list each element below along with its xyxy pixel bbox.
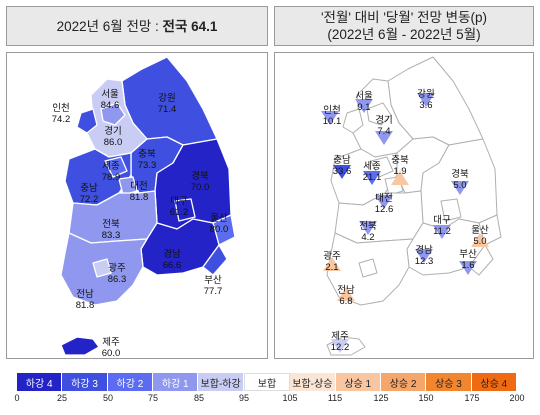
- left-region-seoul: [100, 102, 126, 126]
- right-label-gwangju: 광주 2.1: [323, 251, 341, 273]
- marker-incheon-down: [321, 111, 339, 125]
- marker-gyeongnam-down: [415, 249, 433, 263]
- right-label-jeonnam: 전남 6.8: [337, 285, 355, 307]
- legend-flat-down: 보합-하강: [198, 373, 244, 391]
- left-region-daegu: [174, 198, 196, 222]
- right-region-busan: [468, 244, 494, 276]
- legend-tick: 105: [282, 393, 298, 403]
- left-label-sejong: 세종 78.9: [101, 161, 121, 183]
- legend-tick: 0: [14, 393, 20, 403]
- left-label-daejeon: 대전 81.8: [129, 181, 149, 203]
- right-map: 서울 9.1 인천 10.1 경기 7.4 강원 3.6 세종 21.1 충북 1.9 충남…: [274, 52, 534, 359]
- right-label-chungnam: 충남 33.6: [332, 155, 352, 177]
- right-title-line1: '전월' 대비 '당월' 전망 변동(p): [320, 10, 487, 25]
- left-label-incheon: 인천 74.2: [51, 103, 71, 125]
- left-label-ulsan: 울산 80.0: [209, 213, 229, 235]
- right-region-daegu: [440, 198, 462, 222]
- right-label-busan: 부산 1.6: [459, 249, 477, 271]
- left-region-busan: [202, 244, 228, 276]
- right-label-gyeonggi: 경기 7.4: [375, 115, 393, 137]
- legend-tick: 75: [147, 393, 159, 403]
- right-label-daegu: 대구 11.2: [433, 215, 451, 237]
- left-label-daegu: 대구 61.2: [169, 196, 189, 218]
- right-map-svg: [321, 56, 502, 356]
- left-label-gangwon: 강원 71.4: [157, 93, 177, 115]
- legend-flat: 보합: [243, 373, 291, 391]
- marker-gyeongbuk-down: [451, 181, 469, 195]
- legend-flat-up: 보합-상승: [290, 373, 336, 391]
- legend-up-3: 상승 3: [426, 373, 472, 391]
- left-region-jeju: [60, 336, 100, 356]
- legend-tick: 95: [238, 393, 250, 403]
- marker-jeonnam-up: [337, 287, 355, 301]
- left-panel-title: 2022년 6월 전망 : 전국 64.1: [6, 6, 268, 46]
- right-panel-title: '전월' 대비 '당월' 전망 변동(p) (2022년 6월 - 2022년 …: [274, 6, 534, 46]
- legend-tick: 200: [509, 393, 525, 403]
- left-title-prefix: 2022년 6월 전망 :: [56, 18, 163, 34]
- legend-ticks: 0 25 50 75 85 95 105 115 125 150 175 200: [0, 393, 540, 407]
- left-label-jeonbuk: 전북 83.3: [101, 219, 121, 241]
- marker-seoul-down: [355, 99, 373, 113]
- legend-up-1: 상승 1: [335, 373, 381, 391]
- left-label-jeonnam: 전남 81.8: [75, 289, 95, 311]
- marker-chungbuk-up: [391, 171, 409, 185]
- left-region-incheon: [76, 108, 98, 134]
- legend-down-4: 하강 4: [17, 373, 63, 391]
- legend-tick: 150: [418, 393, 434, 403]
- left-label-jeju: 제주 60.0: [101, 337, 121, 359]
- left-label-gyeongnam: 경남 66.6: [162, 249, 182, 271]
- left-label-gyeonggi: 경기 86.0: [103, 126, 123, 148]
- right-label-seoul: 서울 9.1: [355, 91, 373, 113]
- marker-sejong-down: [363, 171, 381, 185]
- legend-up-2: 상승 2: [380, 373, 427, 391]
- marker-jeonbuk-down: [359, 221, 377, 235]
- right-label-ulsan: 울산 5.0: [471, 225, 489, 247]
- left-region-gwangju: [92, 258, 112, 278]
- left-label-gwangju: 광주 86.3: [107, 263, 127, 285]
- left-label-gyeongbuk: 경북 70.0: [190, 171, 210, 193]
- right-region-seoul: [366, 102, 392, 126]
- right-label-incheon: 인천 10.1: [322, 105, 342, 127]
- left-region-daejeon: [118, 176, 138, 196]
- right-label-gangwon: 강원 3.6: [417, 89, 435, 111]
- marker-busan-down: [459, 261, 477, 275]
- right-title-line2: (2022년 6월 - 2022년 5월): [327, 27, 481, 42]
- legend-up-4: 상승 4: [471, 373, 517, 391]
- legend-bar: 하강 4 하강 3 하강 2 하강 1 보합-하강 보합 보합-상승 상승 1 …: [17, 373, 517, 391]
- left-map: 서울 84.6 인천 74.2 경기 86.0 강원 71.4 세종 78.9 충북 73.…: [6, 52, 268, 359]
- right-label-sejong: 세종 21.1: [362, 161, 382, 183]
- left-label-busan: 부산 77.7: [203, 275, 223, 297]
- marker-gangwon-down: [417, 93, 435, 107]
- legend-tick: 115: [327, 393, 343, 403]
- marker-gyeonggi-down: [375, 131, 393, 145]
- left-label-chungbuk: 충북 73.3: [137, 149, 157, 171]
- legend-tick: 50: [102, 393, 114, 403]
- legend-tick: 125: [373, 393, 389, 403]
- right-label-gyeongbuk: 경북 5.0: [451, 169, 469, 191]
- marker-jeju-down: [331, 339, 349, 353]
- left-map-svg: [60, 56, 236, 356]
- legend-down-1: 하강 1: [153, 373, 199, 391]
- right-region-incheon: [342, 108, 364, 134]
- marker-daejeon-down: [375, 195, 393, 209]
- marker-gwangju-up: [323, 257, 341, 271]
- right-label-daejeon: 대전 12.6: [374, 193, 394, 215]
- legend-tick: 25: [56, 393, 68, 403]
- left-title-value: 전국 64.1: [162, 18, 218, 34]
- right-label-jeonbuk: 전북 4.2: [359, 221, 377, 243]
- right-label-jeju: 제주 12.2: [330, 331, 350, 353]
- marker-ulsan-up: [471, 233, 489, 247]
- marker-chungnam-down: [333, 165, 351, 179]
- right-label-gyeongnam: 경남 12.3: [414, 245, 434, 267]
- right-label-chungbuk: 충북 1.9: [391, 155, 409, 177]
- legend-down-3: 하강 3: [62, 373, 108, 391]
- left-label-seoul: 서울 84.6: [100, 89, 120, 111]
- legend-down-2: 하강 2: [107, 373, 154, 391]
- left-region-sejong: [104, 156, 128, 178]
- legend-tick: 85: [193, 393, 205, 403]
- left-label-chungnam: 충남 72.2: [79, 183, 99, 205]
- marker-daegu-down: [433, 225, 451, 239]
- legend-tick: 175: [464, 393, 480, 403]
- right-region-gwangju: [358, 258, 378, 278]
